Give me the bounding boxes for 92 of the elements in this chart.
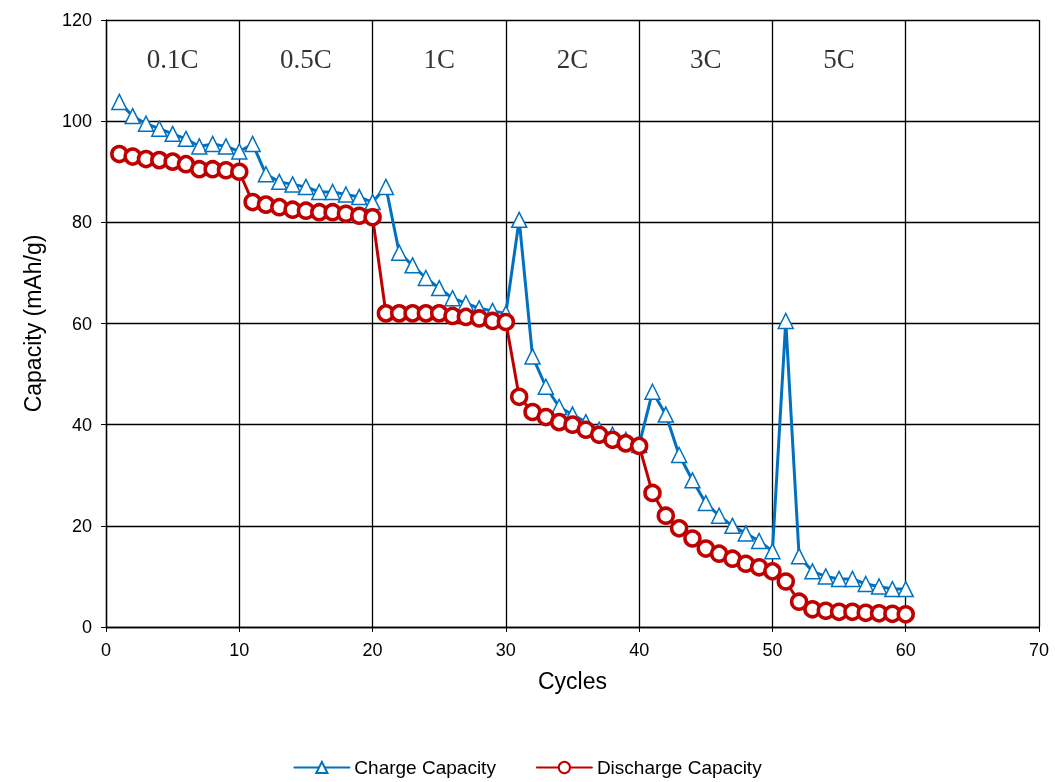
point [670,446,688,464]
point [444,289,461,307]
x-tick-label: 40 [629,640,650,660]
point [696,539,716,558]
annotation: 0.5C [280,44,332,75]
point [870,578,888,595]
point [723,549,742,568]
point [271,173,288,191]
point [524,348,541,365]
point [777,312,795,330]
point [857,575,874,593]
point [509,387,529,407]
point [350,188,368,206]
point [164,125,181,143]
x-tick-label: 0 [100,640,112,660]
point [231,143,248,160]
point [337,186,355,203]
point [297,178,315,196]
point [657,406,675,423]
point [363,208,382,227]
annotation: 1C [423,44,455,75]
point [669,519,689,538]
point [897,580,914,598]
point [603,430,622,450]
y-tick-label: 60 [71,313,92,334]
y-tick-label: 100 [61,111,92,132]
point [390,244,408,261]
legend-label: Discharge Capacity [596,757,763,778]
point [204,135,221,153]
annotation: 5C [823,44,855,75]
annotation: 3C [690,44,722,75]
point [804,563,821,580]
point [177,130,195,148]
annotation: 2C [556,44,589,75]
point [284,176,301,193]
point [576,420,596,439]
point [191,138,208,155]
y-tick-label: 120 [61,10,92,30]
point [684,472,701,489]
y-tick-label: 80 [71,212,92,233]
point [644,383,661,401]
legend-label: Charge Capacity [354,757,497,778]
point [764,542,781,560]
point [789,592,809,611]
point [257,166,275,183]
point [830,570,848,588]
point [643,483,662,503]
point [737,525,755,542]
point [404,257,421,274]
point [844,570,861,588]
point [230,162,249,181]
point [710,507,728,524]
point [536,407,556,427]
x-tick-label: 30 [495,640,516,660]
point [417,269,435,287]
point [683,529,702,548]
point [217,138,235,155]
point [537,378,555,395]
point [563,415,582,434]
point [790,547,808,565]
point [111,93,128,111]
point [496,312,516,332]
point [430,279,448,297]
y-tick-label: 0 [81,617,92,637]
point [324,183,341,201]
annotation: 0.1C [146,44,199,75]
point [510,211,528,229]
point [896,605,915,624]
x-tick-label: 50 [762,640,783,660]
x-tick-label: 20 [362,640,383,660]
point [151,120,168,137]
point [311,183,328,201]
point [724,517,741,535]
point [523,402,542,422]
point [697,494,715,512]
point [750,532,768,550]
y-axis-title: Capacity (mAh/g) [19,234,46,413]
point [124,107,141,125]
point [377,178,395,196]
x-tick-label: 60 [895,640,916,660]
point [244,135,261,153]
x-tick-label: 10 [229,640,250,660]
y-tick-label: 40 [71,414,92,435]
x-axis-title: Cycles [537,667,608,694]
point [776,572,796,591]
point [817,568,834,585]
x-tick-label: 70 [1028,640,1050,660]
y-tick-label: 20 [71,515,92,536]
point [137,115,155,132]
point [763,562,782,581]
point [884,580,901,598]
point [656,506,676,525]
